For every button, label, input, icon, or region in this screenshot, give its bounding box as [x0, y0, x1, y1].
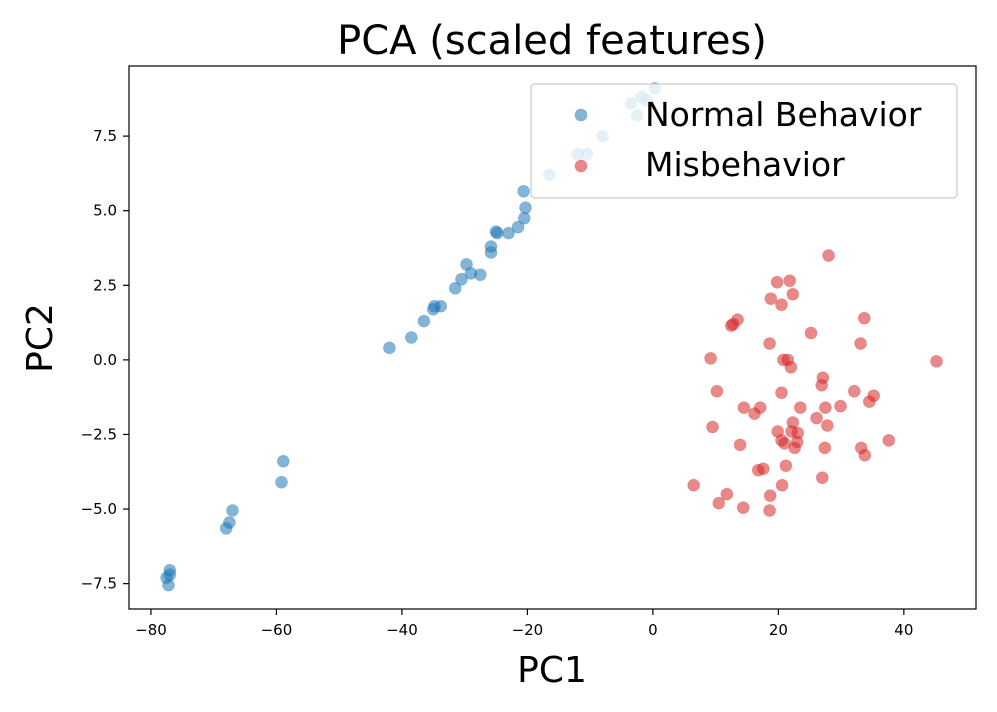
- x-axis-ticks: −80 −60 −40 −20 0 20 40: [135, 609, 913, 639]
- y-tick-label-3: 0.0: [93, 351, 117, 369]
- point-normal-behavior-16: [455, 272, 468, 286]
- point-misbehavior-4: [764, 292, 778, 306]
- y-tick-label-5: 5.0: [93, 202, 117, 220]
- point-misbehavior-1: [770, 275, 784, 289]
- x-tick-label-5: 20: [769, 621, 788, 639]
- point-misbehavior-17: [930, 354, 943, 368]
- point-misbehavior-34: [706, 420, 719, 434]
- point-misbehavior-29: [819, 401, 832, 415]
- point-misbehavior-10: [857, 311, 871, 325]
- x-tick-label-4: 0: [648, 621, 658, 639]
- point-misbehavior-3: [786, 287, 800, 301]
- point-misbehavior-39: [778, 436, 791, 450]
- point-misbehavior-28: [793, 401, 807, 415]
- point-misbehavior-5: [775, 298, 788, 312]
- y-tick-label-4: 2.5: [93, 276, 117, 294]
- point-normal-behavior-14: [434, 299, 448, 313]
- point-normal-behavior-10: [404, 331, 418, 344]
- point-misbehavior-42: [733, 438, 747, 452]
- points-layer: [160, 82, 943, 592]
- legend-label-misbehavior: Misbehavior: [645, 145, 845, 184]
- axes-frame: [128, 65, 977, 610]
- point-normal-behavior-21: [484, 240, 498, 253]
- point-misbehavior-43: [882, 433, 896, 447]
- point-misbehavior-27: [753, 401, 767, 415]
- point-normal-behavior-27: [519, 201, 532, 215]
- point-misbehavior-16: [784, 360, 798, 374]
- point-misbehavior-0: [822, 249, 835, 262]
- chart-title: PCA (scaled features): [337, 18, 767, 64]
- legend-label-normal-behavior: Normal Behavior: [645, 95, 922, 134]
- point-misbehavior-20: [775, 386, 788, 400]
- point-normal-behavior-19: [473, 268, 487, 282]
- point-misbehavior-53: [720, 487, 734, 501]
- x-axis-label: PC1: [517, 650, 587, 691]
- point-normal-behavior-3: [163, 563, 177, 577]
- x-tick-label-6: 40: [894, 621, 913, 639]
- y-tick-label-2: −2.5: [81, 425, 117, 443]
- x-tick-label-2: −40: [386, 621, 418, 639]
- point-misbehavior-2: [783, 274, 797, 288]
- point-misbehavior-33: [820, 419, 834, 432]
- point-misbehavior-30: [834, 399, 847, 413]
- point-misbehavior-47: [779, 459, 793, 473]
- point-misbehavior-12: [763, 337, 776, 350]
- legend: Normal Behavior Misbehavior: [530, 83, 958, 199]
- point-misbehavior-49: [751, 463, 765, 477]
- point-misbehavior-13: [704, 351, 717, 365]
- point-misbehavior-8: [726, 317, 740, 331]
- y-tick-label-6: 7.5: [93, 127, 117, 145]
- point-misbehavior-50: [815, 471, 829, 485]
- point-normal-behavior-6: [226, 504, 239, 517]
- legend-marker-normal-behavior: [574, 108, 588, 122]
- point-misbehavior-45: [818, 441, 832, 455]
- x-tick-label-3: −20: [512, 621, 544, 639]
- point-normal-behavior-15: [448, 281, 462, 295]
- point-normal-behavior-23: [490, 226, 504, 240]
- point-normal-behavior-26: [517, 211, 531, 225]
- point-normal-behavior-7: [275, 475, 288, 489]
- point-misbehavior-54: [763, 489, 777, 503]
- point-misbehavior-24: [862, 395, 876, 409]
- legend-box: [530, 83, 958, 199]
- point-normal-behavior-9: [382, 341, 396, 355]
- point-misbehavior-22: [847, 384, 861, 398]
- point-misbehavior-9: [804, 326, 818, 340]
- point-misbehavior-41: [790, 435, 804, 449]
- point-misbehavior-19: [710, 384, 724, 398]
- point-normal-behavior-24: [502, 226, 516, 240]
- x-tick-label-1: −60: [261, 621, 293, 639]
- y-axis-ticks: −7.5 −5.0 −2.5 0.0 2.5 5.0 7.5: [81, 127, 129, 593]
- point-normal-behavior-5: [222, 516, 236, 529]
- y-tick-label-0: −7.5: [81, 575, 117, 593]
- point-normal-behavior-11: [417, 314, 431, 328]
- x-tick-label-0: −80: [135, 621, 167, 639]
- point-misbehavior-51: [687, 478, 701, 492]
- point-misbehavior-25: [737, 401, 751, 415]
- point-misbehavior-46: [858, 448, 872, 462]
- point-normal-behavior-28: [517, 184, 530, 198]
- point-normal-behavior-25: [511, 220, 525, 234]
- y-tick-label-1: −5.0: [81, 500, 117, 518]
- point-misbehavior-56: [736, 501, 750, 515]
- legend-marker-misbehavior: [574, 159, 588, 173]
- y-axis-label: PC2: [20, 303, 61, 373]
- point-misbehavior-52: [775, 478, 789, 492]
- point-misbehavior-57: [763, 504, 776, 517]
- point-misbehavior-55: [712, 496, 726, 510]
- point-misbehavior-21: [815, 378, 829, 392]
- point-normal-behavior-8: [276, 454, 290, 468]
- point-misbehavior-31: [810, 411, 823, 425]
- point-misbehavior-11: [854, 337, 867, 350]
